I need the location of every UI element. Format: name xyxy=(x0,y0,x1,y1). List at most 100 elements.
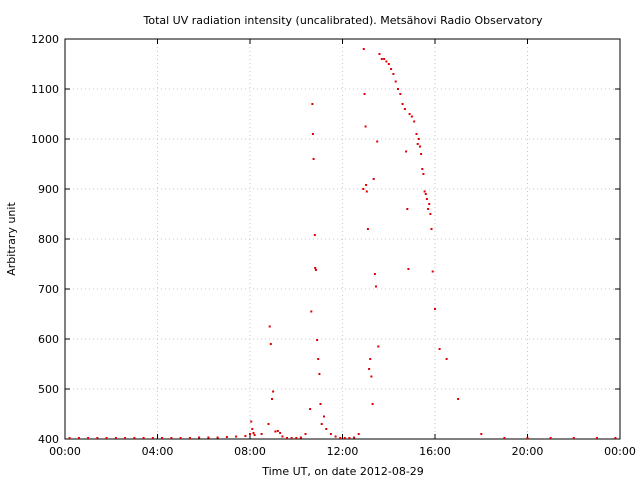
grid-lines xyxy=(65,39,620,439)
data-point xyxy=(170,437,173,439)
data-point xyxy=(314,269,317,271)
data-point xyxy=(357,433,360,435)
data-point xyxy=(68,437,71,439)
data-point xyxy=(549,437,552,439)
data-point xyxy=(268,325,271,328)
data-point xyxy=(316,339,319,341)
data-point xyxy=(424,193,427,195)
data-point xyxy=(272,390,275,393)
data-point xyxy=(260,433,263,435)
y-tick-label: 1100 xyxy=(31,83,59,96)
y-tick-label: 600 xyxy=(38,333,59,346)
data-point xyxy=(428,203,431,205)
data-point xyxy=(250,420,253,423)
data-point xyxy=(401,103,404,105)
data-point xyxy=(362,188,365,190)
data-point xyxy=(253,434,256,436)
data-point xyxy=(249,433,251,435)
data-point xyxy=(380,58,383,60)
data-point xyxy=(417,138,420,140)
data-point xyxy=(188,437,191,439)
data-point xyxy=(378,53,381,55)
data-point xyxy=(105,437,108,439)
data-point xyxy=(252,432,255,434)
data-point xyxy=(434,308,436,310)
data-point xyxy=(133,437,136,439)
data-point xyxy=(299,436,302,439)
data-point xyxy=(311,133,314,135)
data-point xyxy=(430,228,433,230)
data-point xyxy=(373,273,376,275)
data-point xyxy=(429,213,432,215)
data-point xyxy=(362,48,365,50)
data-point xyxy=(124,437,127,439)
data-point xyxy=(87,437,90,439)
y-tick-label: 1200 xyxy=(31,33,59,46)
data-point xyxy=(325,428,328,430)
data-point xyxy=(317,358,320,360)
data-point xyxy=(320,423,323,425)
x-tick-label: 16:00 xyxy=(419,445,451,458)
data-point xyxy=(431,270,434,273)
data-point xyxy=(251,428,254,430)
data-point xyxy=(425,198,428,200)
x-tick-label: 12:00 xyxy=(327,445,359,458)
data-point xyxy=(370,375,373,378)
x-axis-ticks: 00:00 04:00 08:00 12:00 16:00 20:00 00:00 xyxy=(49,39,636,458)
data-point xyxy=(271,398,273,400)
data-point xyxy=(281,435,284,438)
data-point xyxy=(286,437,288,439)
data-point xyxy=(343,437,346,439)
data-point xyxy=(274,430,277,433)
data-point xyxy=(407,268,410,270)
data-point xyxy=(348,437,351,439)
y-tick-label: 400 xyxy=(38,433,59,446)
data-point xyxy=(96,437,99,439)
data-point xyxy=(595,437,598,439)
data-point xyxy=(572,437,575,439)
data-point xyxy=(445,358,448,360)
data-point xyxy=(225,436,228,438)
x-tick-label: 08:00 xyxy=(234,445,266,458)
data-point xyxy=(304,433,307,435)
data-point xyxy=(276,430,279,432)
data-point xyxy=(311,103,314,105)
data-point xyxy=(410,115,413,118)
data-point xyxy=(235,435,238,438)
data-point xyxy=(438,348,441,350)
data-point xyxy=(369,358,372,360)
data-point xyxy=(406,208,409,210)
y-tick-label: 900 xyxy=(38,183,59,196)
data-point xyxy=(403,108,406,110)
data-point xyxy=(399,93,402,95)
data-point xyxy=(383,58,386,60)
data-point xyxy=(339,437,342,439)
data-point xyxy=(397,88,399,90)
data-point xyxy=(394,80,397,83)
data-point xyxy=(323,415,325,418)
x-tick-label: 00:00 xyxy=(49,445,81,458)
x-tick-label: 04:00 xyxy=(142,445,174,458)
y-axis-ticks: 400 500 600 700 800 900 1000 1100 1200 xyxy=(31,33,620,446)
data-point xyxy=(353,436,356,439)
data-point xyxy=(319,403,322,405)
data-point xyxy=(366,228,369,230)
chart-title: Total UV radiation intensity (uncalibrat… xyxy=(143,14,543,27)
data-point xyxy=(457,398,460,400)
data-point xyxy=(310,310,313,313)
y-axis-label: Arbitrary unit xyxy=(5,202,18,276)
data-point xyxy=(151,437,154,439)
data-point xyxy=(161,437,164,439)
data-point xyxy=(290,437,293,439)
data-point xyxy=(309,408,312,410)
data-point xyxy=(421,168,424,170)
data-point xyxy=(480,433,483,435)
data-point xyxy=(365,184,368,186)
data-point xyxy=(364,125,367,128)
data-point xyxy=(198,436,201,439)
data-point xyxy=(415,133,418,135)
data-point xyxy=(269,343,272,345)
x-tick-label: 00:00 xyxy=(604,445,636,458)
data-point xyxy=(503,437,506,439)
